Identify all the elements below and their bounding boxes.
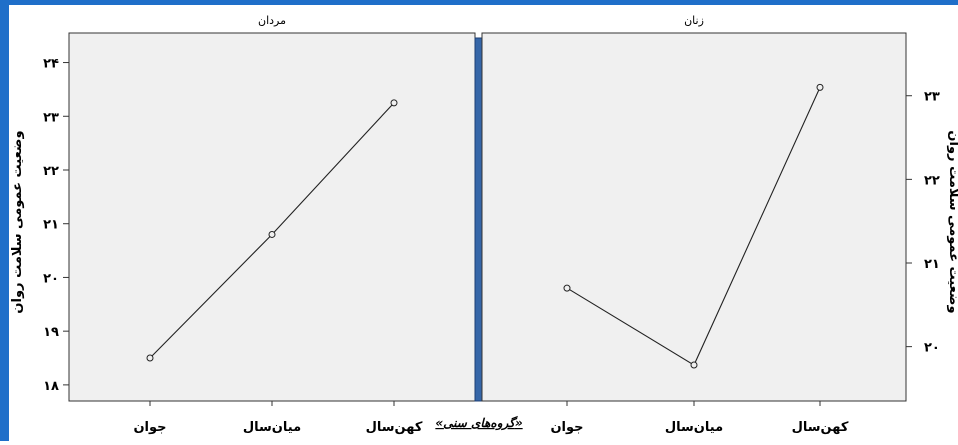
data-point xyxy=(690,361,698,369)
data-point xyxy=(816,83,824,91)
y-tick-label: ۲۲ xyxy=(43,164,59,179)
y-tick-label: ۲۰ xyxy=(43,271,59,286)
x-tick-label: میان‌سال xyxy=(665,420,723,435)
data-point xyxy=(390,99,398,107)
panel-women-y-axis-label: وضعیت عمومی سلامت روان xyxy=(946,130,958,313)
panel-men-y-axis: ۱۸ ۱۹ ۲۰ ۲۱ ۲۲ ۲۳ ۲۴ xyxy=(43,57,69,394)
panel-men-background xyxy=(68,32,476,402)
x-tick-label: جوان xyxy=(550,420,583,435)
y-tick-label: ۲۱ xyxy=(43,218,59,233)
data-point xyxy=(268,230,276,238)
panel-women-y-axis: ۲۰ ۲۱ ۲۲ ۲۳ xyxy=(906,90,940,356)
panel-women: زنان ۲۰ ۲۱ ۲۲ ۲۳ وضعیت عمومی سلامت روان جوا… xyxy=(481,14,958,435)
y-tick-label: ۱۹ xyxy=(43,325,59,340)
x-tick-label: کهن‌سال xyxy=(792,420,849,435)
panel-men: مردان ۱۸ ۱۹ ۲۰ ۲۱ ۲۲ ۲۳ ۲۴ وضعیت عمومی سلامت ر… xyxy=(10,14,476,435)
panel-women-plot xyxy=(563,83,824,369)
x-tick-label: میان‌سال xyxy=(243,420,301,435)
panel-women-title: زنان xyxy=(684,14,704,27)
y-tick-label: ۲۳ xyxy=(43,110,59,125)
x-tick-label: کهن‌سال xyxy=(366,420,423,435)
data-point xyxy=(146,354,154,362)
panel-men-x-tick-labels: جوان میان‌سال کهن‌سال xyxy=(133,401,423,435)
x-axis-label: «گروه‌های سنی» xyxy=(435,415,522,431)
panel-men-title: مردان xyxy=(258,14,286,27)
panel-men-plot xyxy=(146,99,398,362)
y-tick-label: ۲۴ xyxy=(43,57,59,72)
y-tick-label: ۲۰ xyxy=(924,341,940,356)
panel-women-background xyxy=(481,32,907,402)
y-tick-label: ۱۸ xyxy=(43,379,59,394)
y-tick-label: ۲۲ xyxy=(924,173,940,188)
data-point xyxy=(563,284,571,292)
panel-divider xyxy=(474,37,483,402)
x-tick-label: جوان xyxy=(133,420,166,435)
panel-women-x-tick-labels: جوان میان‌سال کهن‌سال xyxy=(550,401,849,435)
panel-men-y-axis-label: وضعیت عمومی سلامت روان xyxy=(10,130,25,313)
y-tick-label: ۲۱ xyxy=(924,257,940,272)
y-tick-label: ۲۳ xyxy=(924,90,940,105)
